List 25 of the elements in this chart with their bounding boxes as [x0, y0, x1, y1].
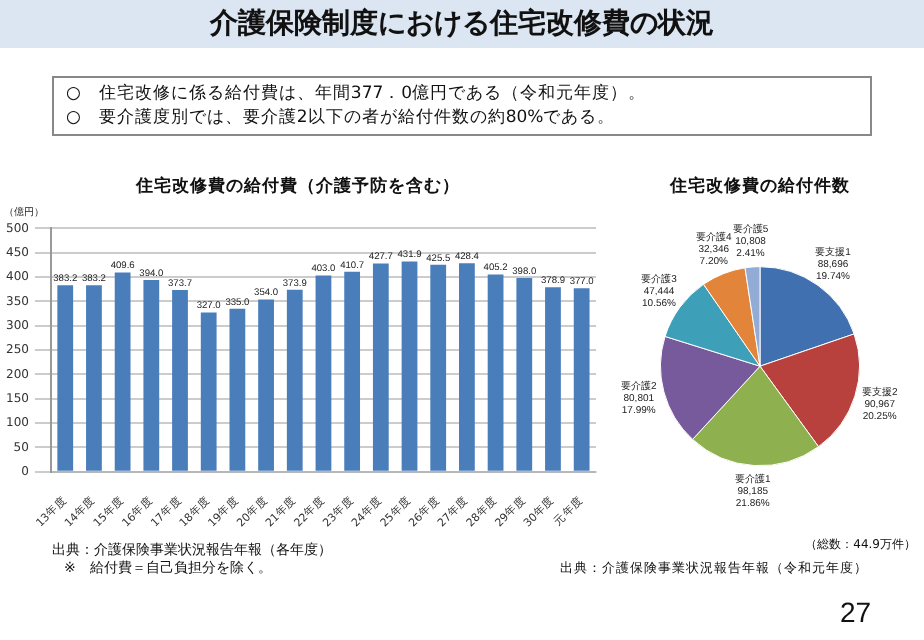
chart-title: 住宅改修費の給付費（介護予防を含む） [134, 174, 460, 197]
bar [258, 299, 274, 471]
bar [430, 264, 447, 471]
bar [459, 263, 475, 471]
text: 介護保険制度における住宅改修費の状況 [0, 0, 924, 48]
bar [516, 278, 533, 471]
bar [545, 287, 561, 471]
bar [401, 261, 418, 471]
bar [286, 289, 303, 471]
bar [143, 280, 160, 471]
bar [344, 271, 361, 471]
bar [86, 285, 102, 471]
bar [229, 308, 246, 471]
bar [573, 288, 590, 471]
text: ○ 住宅改修に係る給付費は、年間377．0億円である（令和元年度）。 [66, 82, 649, 106]
bar [372, 263, 389, 471]
text: 27 [840, 596, 872, 628]
bar [172, 289, 188, 471]
bar [57, 285, 74, 471]
bar [315, 275, 332, 471]
text: ○ 要介護度別では、要介護2以下の者が給付件数の約80%である。 [66, 106, 618, 130]
bar [487, 274, 504, 471]
chart-title: 住宅改修費の給付件数 [668, 174, 852, 197]
bar [200, 312, 217, 471]
bar [114, 272, 131, 471]
